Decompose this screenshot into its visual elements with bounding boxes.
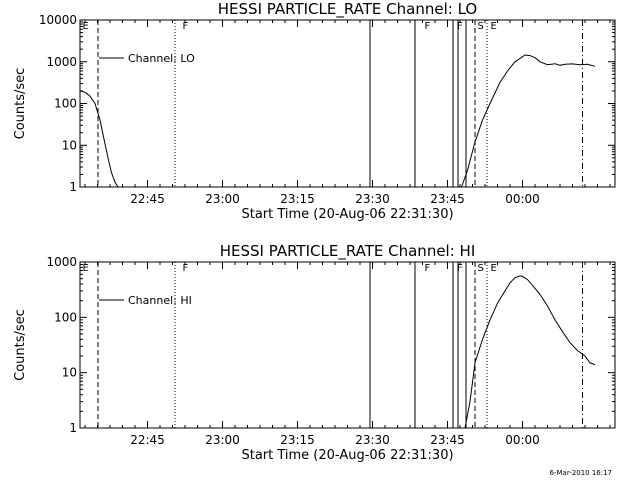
x-tick-label: 23:15	[280, 433, 315, 447]
flag-label: F	[457, 263, 463, 274]
y-tick-label: 1000	[46, 255, 77, 269]
y-axis-label: Counts/sec	[13, 68, 28, 140]
y-tick-label: 1000	[46, 55, 77, 69]
series-line	[464, 275, 596, 429]
flag-label: E	[491, 263, 497, 274]
x-tick-label: 23:15	[280, 192, 315, 206]
x-tick-label: 00:00	[505, 433, 540, 447]
x-tick-label: 23:45	[430, 192, 465, 206]
y-tick-label: 10	[62, 366, 77, 380]
flag-label: F	[183, 263, 189, 274]
flag-label: F	[183, 21, 189, 32]
plot-frame	[79, 261, 616, 429]
y-tick-label: 100	[54, 310, 77, 324]
chart-title: HESSI PARTICLE_RATE Channel: LO	[218, 0, 477, 19]
series-line	[79, 90, 119, 188]
flag-label: S	[478, 21, 484, 32]
x-tick-label: 23:30	[355, 192, 390, 206]
x-axis-label: Start Time (20-Aug-06 22:31:30)	[241, 448, 453, 463]
chart-title: HESSI PARTICLE_RATE Channel: HI	[220, 242, 476, 261]
flag-label: F	[425, 263, 431, 274]
y-tick-label: 1	[69, 421, 77, 435]
flag-label: F	[425, 21, 431, 32]
panel-hi: HESSI PARTICLE_RATE Channel: HIE F F F S E110…	[13, 242, 616, 463]
x-tick-label: 22:45	[130, 192, 165, 206]
plot-frame	[79, 19, 616, 188]
y-tick-label: 10	[62, 138, 77, 152]
flag-label: F	[457, 21, 463, 32]
flag-label: E	[83, 263, 89, 274]
x-axis-label: Start Time (20-Aug-06 22:31:30)	[241, 207, 453, 222]
x-tick-label: 23:00	[205, 433, 240, 447]
x-tick-label: 23:00	[205, 192, 240, 206]
y-axis-label: Counts/sec	[13, 309, 28, 381]
legend-label: Channel: HI	[128, 294, 192, 307]
flag-label: E	[83, 21, 89, 32]
x-tick-label: 00:00	[505, 192, 540, 206]
y-tick-label: 1	[69, 180, 77, 194]
legend-label: Channel: LO	[128, 52, 195, 65]
x-tick-label: 23:45	[430, 433, 465, 447]
x-tick-label: 22:45	[130, 433, 165, 447]
flag-label: S	[478, 263, 484, 274]
x-tick-label: 23:30	[355, 433, 390, 447]
y-tick-label: 10000	[39, 13, 77, 27]
series-line	[461, 54, 596, 188]
y-tick-label: 100	[54, 97, 77, 111]
panel-lo: HESSI PARTICLE_RATE Channel: LOE F F F S E110…	[13, 0, 616, 222]
timestamp: 6-Mar-2010 16:17	[550, 469, 612, 477]
flag-label: E	[491, 21, 497, 32]
